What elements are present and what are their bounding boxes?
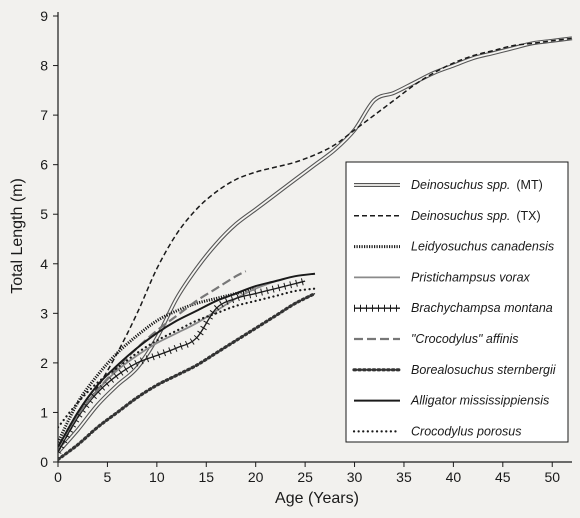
x-tick-label: 50 (544, 469, 560, 485)
legend-item: Pristichampsus vorax (354, 270, 531, 284)
series-line (58, 287, 317, 429)
legend-item: Alligator mississippiensis (354, 394, 549, 408)
legend: Deinosuchus spp. (MT) Deinosuchus spp. (TX)… (345, 161, 569, 443)
series-line (58, 280, 306, 453)
x-tick-label: 0 (54, 469, 62, 485)
y-tick-label: 5 (40, 206, 48, 222)
legend-item: Borealosuchus sternbergii (352, 363, 557, 377)
series-line (58, 287, 257, 443)
series-7 (58, 291, 317, 462)
series-3 (58, 287, 257, 443)
y-tick-label: 9 (40, 8, 48, 24)
x-tick-label: 40 (446, 469, 462, 485)
x-axis-title: Age (Years) (275, 490, 359, 507)
legend-item: Deinosuchus spp. (TX) (354, 209, 541, 223)
y-tick-label: 8 (40, 58, 48, 74)
legend-item: Brachychampsa montana (354, 301, 553, 315)
series-9 (58, 287, 317, 429)
y-tick-label: 2 (40, 355, 48, 371)
x-tick-label: 10 (149, 469, 165, 485)
y-tick-label: 3 (40, 305, 48, 321)
series-line-ticks (58, 277, 306, 454)
legend-box (345, 161, 569, 443)
legend-label: Pristichampsus vorax (411, 270, 531, 284)
series-line-beads (58, 291, 317, 462)
y-tick-label: 4 (40, 256, 48, 272)
y-tick-label: 6 (40, 157, 48, 173)
y-axis-title: Total Length (m) (9, 178, 26, 294)
x-tick-label: 35 (396, 469, 412, 485)
series-line (58, 293, 316, 460)
series-line (58, 270, 247, 448)
legend-label: Leidyosuchus canadensis (411, 240, 554, 254)
x-tick-label: 45 (495, 469, 511, 485)
y-tick-label: 0 (40, 454, 48, 470)
series-layer (58, 36, 573, 462)
x-tick-label: 5 (104, 469, 112, 485)
series-4 (58, 280, 276, 448)
legend-item: "Crocodylus" affinis (354, 332, 519, 346)
series-8 (58, 272, 316, 448)
legend-label: Alligator mississippiensis (410, 394, 549, 408)
y-tick-label: 7 (40, 107, 48, 123)
series-5 (58, 277, 306, 454)
x-tick-label: 25 (297, 469, 313, 485)
legend-item: Crocodylus porosus (352, 424, 521, 438)
legend-label: "Crocodylus" affinis (411, 332, 519, 346)
x-tick-label: 20 (248, 469, 264, 485)
legend-label: Crocodylus porosus (411, 424, 521, 438)
x-tick-label: 15 (198, 469, 214, 485)
legend-item: Deinosuchus spp. (MT) (354, 178, 543, 192)
y-tick-label: 1 (40, 404, 48, 420)
legend-label: Deinosuchus spp. (TX) (411, 209, 541, 223)
series-line (58, 272, 316, 448)
legend-item: Leidyosuchus canadensis (354, 240, 554, 254)
x-tick-label: 30 (347, 469, 363, 485)
legend-label: Deinosuchus spp. (MT) (411, 178, 543, 192)
legend-label: Brachychampsa montana (411, 301, 553, 315)
legend-label: Borealosuchus sternbergii (411, 363, 557, 377)
series-line (58, 280, 276, 448)
series-6 (58, 270, 247, 448)
